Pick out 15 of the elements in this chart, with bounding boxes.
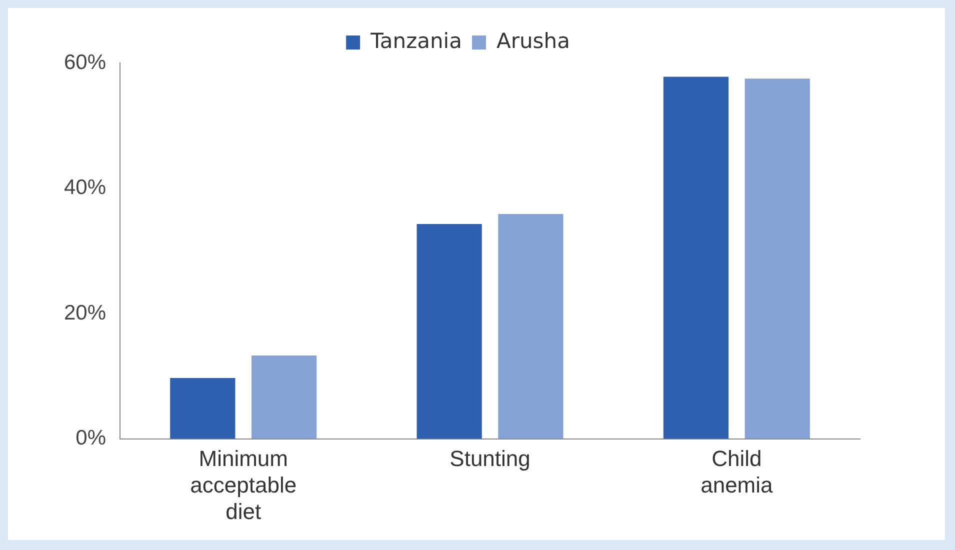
legend-label: Arusha (496, 28, 570, 53)
y-tick-label: 0% (76, 426, 106, 450)
bar (744, 78, 810, 439)
bar (252, 356, 317, 439)
x-tick-label: Stunting (450, 446, 530, 472)
y-tick-label: 60% (64, 50, 106, 74)
bar (663, 76, 729, 439)
y-tick-label: 40% (64, 176, 106, 200)
legend-label: Tanzania (370, 28, 462, 53)
y-tick-label: 20% (64, 301, 106, 324)
x-tick-label: Child anemia (700, 446, 774, 498)
x-tick-label: Minimum acceptable diet (190, 446, 297, 524)
bar (498, 214, 564, 439)
bar (170, 378, 236, 439)
bar (416, 224, 482, 439)
